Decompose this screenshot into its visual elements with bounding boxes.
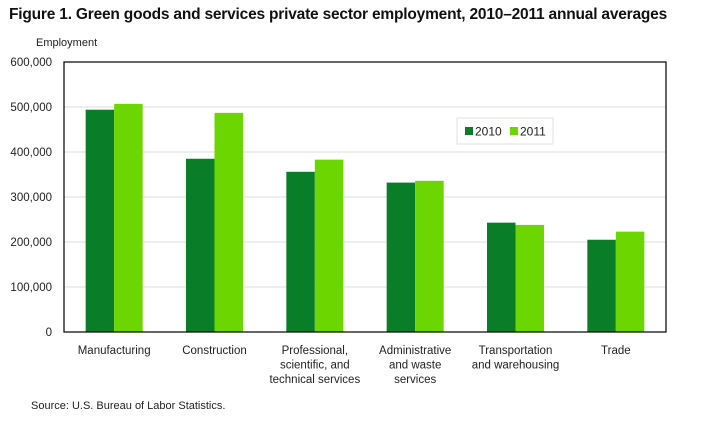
x-category-label: Trade [601, 345, 631, 357]
y-tick-label: 100,000 [10, 282, 52, 294]
legend-label-2010: 2010 [475, 125, 502, 139]
plot-frame [63, 61, 667, 333]
legend-swatch-2011 [510, 127, 518, 135]
bar-2010-2 [286, 171, 315, 332]
bar-2011-5 [615, 231, 645, 332]
bar-2011-2 [314, 159, 344, 332]
bar-2010-4 [487, 222, 516, 332]
bars [85, 103, 645, 332]
legend-label-2011: 2011 [520, 125, 546, 139]
y-tick-label: 500,000 [10, 102, 52, 114]
x-category-label: Administrative and waste services [379, 345, 451, 386]
y-axis-label: Employment [36, 37, 98, 49]
chart-title: Figure 1. Green goods and services priva… [9, 6, 668, 23]
x-category-label: Transportation and warehousing [472, 345, 560, 372]
bar-2010-1 [186, 158, 215, 332]
source-note: Source: U.S. Bureau of Labor Statistics. [31, 400, 226, 412]
x-category-labels: Manufacturing Construction Professional, sc… [78, 345, 631, 386]
bar-2010-3 [386, 182, 416, 332]
legend: 2010 2011 [456, 117, 554, 145]
y-tick-label: 0 [46, 327, 52, 339]
bar-2010-0 [85, 109, 115, 332]
bar-2011-4 [515, 224, 544, 332]
bar-2011-1 [214, 112, 243, 332]
bar-2011-3 [415, 180, 444, 332]
x-category-label: Manufacturing [78, 345, 151, 357]
bar-2011-0 [114, 103, 143, 332]
y-tick-label: 600,000 [10, 57, 52, 69]
x-category-label: Professional, scientific, and technical se… [269, 345, 360, 386]
bar-2010-5 [587, 239, 616, 332]
y-tick-label: 200,000 [10, 237, 52, 249]
axes [63, 61, 667, 333]
y-tick-label: 300,000 [10, 192, 52, 204]
legend-swatch-2010 [465, 127, 473, 135]
x-category-label: Construction [182, 345, 247, 357]
y-tick-label: 400,000 [10, 147, 52, 159]
y-tick-labels: 0 100,000 200,000 300,000 400,000 500,000 600,… [10, 57, 52, 339]
gridlines [64, 106, 666, 288]
